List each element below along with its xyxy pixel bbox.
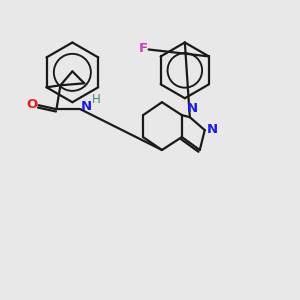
Text: N: N [207, 123, 218, 136]
Text: H: H [92, 93, 100, 106]
Text: N: N [81, 100, 92, 113]
Text: O: O [26, 98, 37, 111]
Text: N: N [187, 102, 198, 115]
Text: F: F [139, 42, 148, 55]
